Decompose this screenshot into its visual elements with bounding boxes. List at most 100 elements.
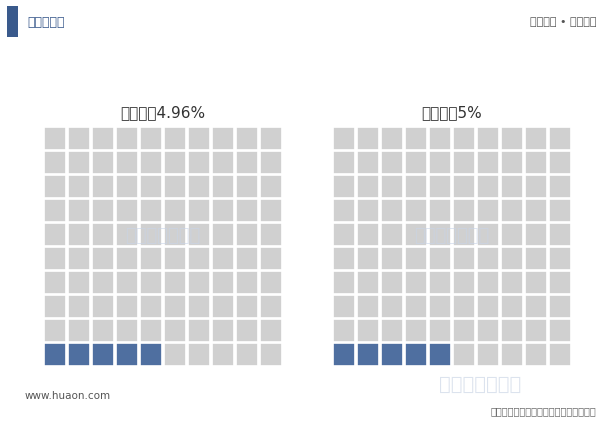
FancyBboxPatch shape	[140, 248, 162, 270]
FancyBboxPatch shape	[357, 272, 379, 294]
FancyBboxPatch shape	[381, 200, 403, 222]
FancyBboxPatch shape	[164, 200, 186, 222]
FancyBboxPatch shape	[549, 128, 571, 151]
FancyBboxPatch shape	[405, 176, 427, 199]
FancyBboxPatch shape	[260, 128, 282, 151]
FancyBboxPatch shape	[92, 176, 114, 199]
FancyBboxPatch shape	[405, 320, 427, 342]
FancyBboxPatch shape	[549, 272, 571, 294]
FancyBboxPatch shape	[357, 200, 379, 222]
FancyBboxPatch shape	[212, 343, 234, 366]
FancyBboxPatch shape	[549, 248, 571, 270]
FancyBboxPatch shape	[381, 343, 403, 366]
Text: 2024年1-10月四川福彩及体彩销售额占全国比重: 2024年1-10月四川福彩及体彩销售额占全国比重	[146, 61, 469, 81]
FancyBboxPatch shape	[164, 224, 186, 246]
FancyBboxPatch shape	[164, 128, 186, 151]
FancyBboxPatch shape	[68, 272, 90, 294]
FancyBboxPatch shape	[477, 128, 499, 151]
FancyBboxPatch shape	[164, 248, 186, 270]
FancyBboxPatch shape	[236, 128, 258, 151]
FancyBboxPatch shape	[236, 152, 258, 175]
FancyBboxPatch shape	[357, 248, 379, 270]
FancyBboxPatch shape	[477, 248, 499, 270]
FancyBboxPatch shape	[357, 296, 379, 318]
FancyBboxPatch shape	[525, 176, 547, 199]
FancyBboxPatch shape	[357, 320, 379, 342]
FancyBboxPatch shape	[429, 128, 451, 151]
FancyBboxPatch shape	[68, 320, 90, 342]
FancyBboxPatch shape	[405, 272, 427, 294]
FancyBboxPatch shape	[92, 272, 114, 294]
FancyBboxPatch shape	[68, 248, 90, 270]
FancyBboxPatch shape	[236, 224, 258, 246]
FancyBboxPatch shape	[212, 152, 234, 175]
FancyBboxPatch shape	[453, 200, 475, 222]
FancyBboxPatch shape	[44, 128, 66, 151]
FancyBboxPatch shape	[164, 152, 186, 175]
FancyBboxPatch shape	[260, 152, 282, 175]
FancyBboxPatch shape	[164, 320, 186, 342]
FancyBboxPatch shape	[188, 296, 210, 318]
FancyBboxPatch shape	[405, 343, 427, 366]
FancyBboxPatch shape	[525, 200, 547, 222]
FancyBboxPatch shape	[188, 176, 210, 199]
FancyBboxPatch shape	[429, 272, 451, 294]
FancyBboxPatch shape	[549, 296, 571, 318]
FancyBboxPatch shape	[477, 296, 499, 318]
FancyBboxPatch shape	[188, 248, 210, 270]
FancyBboxPatch shape	[429, 224, 451, 246]
FancyBboxPatch shape	[116, 152, 138, 175]
FancyBboxPatch shape	[116, 248, 138, 270]
FancyBboxPatch shape	[68, 176, 90, 199]
FancyBboxPatch shape	[453, 224, 475, 246]
FancyBboxPatch shape	[333, 200, 355, 222]
FancyBboxPatch shape	[525, 152, 547, 175]
FancyBboxPatch shape	[116, 296, 138, 318]
FancyBboxPatch shape	[549, 320, 571, 342]
Text: 华经产业研究院: 华经产业研究院	[415, 226, 490, 244]
FancyBboxPatch shape	[212, 224, 234, 246]
FancyBboxPatch shape	[429, 343, 451, 366]
Text: 专业严谨 • 客观科学: 专业严谨 • 客观科学	[530, 17, 597, 27]
FancyBboxPatch shape	[453, 320, 475, 342]
FancyBboxPatch shape	[212, 248, 234, 270]
FancyBboxPatch shape	[477, 320, 499, 342]
FancyBboxPatch shape	[140, 272, 162, 294]
FancyBboxPatch shape	[333, 320, 355, 342]
FancyBboxPatch shape	[116, 200, 138, 222]
FancyBboxPatch shape	[525, 248, 547, 270]
FancyBboxPatch shape	[212, 128, 234, 151]
FancyBboxPatch shape	[44, 296, 66, 318]
FancyBboxPatch shape	[260, 343, 282, 366]
FancyBboxPatch shape	[140, 152, 162, 175]
FancyBboxPatch shape	[44, 152, 66, 175]
FancyBboxPatch shape	[381, 152, 403, 175]
FancyBboxPatch shape	[140, 200, 162, 222]
FancyBboxPatch shape	[477, 272, 499, 294]
FancyBboxPatch shape	[405, 200, 427, 222]
FancyBboxPatch shape	[525, 128, 547, 151]
FancyBboxPatch shape	[92, 152, 114, 175]
FancyBboxPatch shape	[44, 224, 66, 246]
FancyBboxPatch shape	[188, 224, 210, 246]
FancyBboxPatch shape	[405, 248, 427, 270]
FancyBboxPatch shape	[260, 320, 282, 342]
FancyBboxPatch shape	[260, 200, 282, 222]
Text: 体育彩票5%: 体育彩票5%	[422, 105, 482, 120]
FancyBboxPatch shape	[92, 248, 114, 270]
FancyBboxPatch shape	[68, 224, 90, 246]
FancyBboxPatch shape	[501, 176, 523, 199]
FancyBboxPatch shape	[501, 343, 523, 366]
FancyBboxPatch shape	[68, 296, 90, 318]
FancyBboxPatch shape	[453, 296, 475, 318]
FancyBboxPatch shape	[92, 343, 114, 366]
FancyBboxPatch shape	[116, 224, 138, 246]
FancyBboxPatch shape	[236, 320, 258, 342]
FancyBboxPatch shape	[164, 176, 186, 199]
FancyBboxPatch shape	[333, 248, 355, 270]
FancyBboxPatch shape	[140, 343, 162, 366]
FancyBboxPatch shape	[188, 200, 210, 222]
FancyBboxPatch shape	[405, 152, 427, 175]
FancyBboxPatch shape	[116, 320, 138, 342]
FancyBboxPatch shape	[525, 320, 547, 342]
